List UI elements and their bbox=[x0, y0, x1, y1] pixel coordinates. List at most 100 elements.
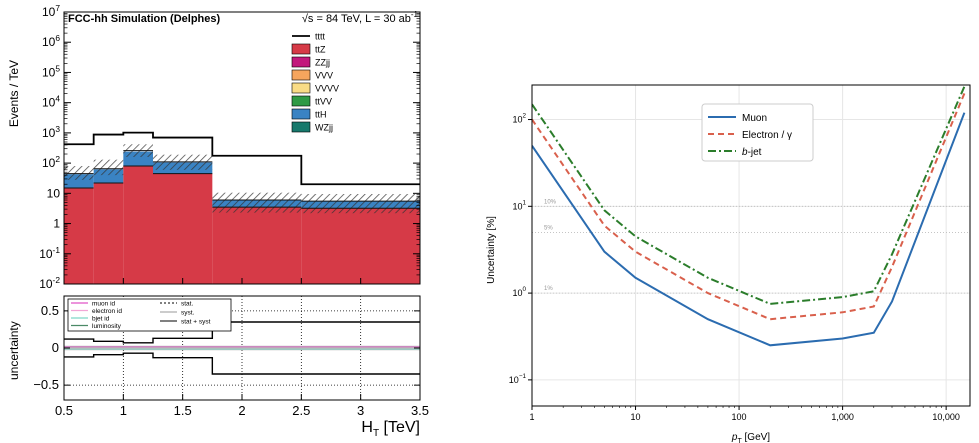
legend-label-suffix: -jet bbox=[748, 147, 762, 158]
pt-legend: Muon Electron / γ b-jet bbox=[701, 103, 814, 162]
stack-bar-ttZ bbox=[153, 173, 213, 284]
subtitle-sup: -1 bbox=[411, 10, 419, 19]
legend-label: syst. bbox=[181, 310, 195, 317]
legend-label-prefix: b bbox=[742, 147, 748, 158]
ytick-label-base: 10 bbox=[512, 115, 522, 125]
uncertainty-panel: 0.5 1 1.5 2 2.5 3 3.5 −0.5 0 0.5 uncertainty HT [Te… bbox=[7, 278, 429, 439]
ytick-label: 104 bbox=[42, 94, 60, 110]
uncertainty-legend-box bbox=[67, 298, 232, 332]
xtick-label: 10 bbox=[631, 412, 641, 422]
xlabel-base: p bbox=[731, 432, 738, 443]
stack-bar-ttZ bbox=[93, 182, 124, 284]
pt-xlabel: pT [GeV] bbox=[731, 432, 770, 443]
pt-frame bbox=[531, 84, 971, 407]
ytick-label-base: 10 bbox=[42, 65, 56, 79]
legend-label-VVV: VVV bbox=[315, 71, 333, 81]
ytick-label-base: 10 bbox=[42, 126, 56, 140]
xtick-label: 1 bbox=[529, 412, 534, 422]
xtick-label: 100 bbox=[732, 412, 747, 422]
ytick-label: 0 bbox=[52, 340, 59, 355]
ytick-label: 10-1 bbox=[39, 245, 60, 261]
ref-line-label: 1% bbox=[544, 286, 553, 292]
xtick-label: 0.5 bbox=[55, 403, 73, 418]
histogram-subtitle: √s = 84 TeV, L = 30 ab-1 bbox=[302, 10, 419, 25]
legend-label-ttZ: ttZ bbox=[315, 45, 326, 55]
stack-bar-ttZ bbox=[123, 166, 153, 284]
ytick-label-sup: 4 bbox=[55, 94, 60, 104]
xtick-label: 1.5 bbox=[174, 403, 192, 418]
legend-label: stat. bbox=[181, 301, 193, 308]
legend-swatch-WZjj bbox=[291, 121, 311, 133]
ytick-label-base: 10 bbox=[39, 277, 53, 291]
xlabel-sub: T bbox=[373, 428, 379, 439]
subtitle-text: s = 84 TeV, L = 30 ab bbox=[308, 13, 411, 25]
uncertainty-band bbox=[212, 192, 302, 213]
ytick-label: 107 bbox=[42, 3, 60, 19]
uncertainty-band bbox=[301, 194, 420, 214]
ytick-label: 0.5 bbox=[41, 303, 59, 318]
ytick-label: 101 bbox=[512, 199, 526, 211]
ytick-label-sup: 0 bbox=[522, 286, 526, 293]
sqrt-sign: √ bbox=[302, 13, 309, 25]
ref-line-label: 5% bbox=[544, 225, 553, 231]
ytick-label-sup: 2 bbox=[55, 154, 60, 164]
legend-label: Electron / γ bbox=[742, 130, 792, 141]
ref-line-label: 10% bbox=[544, 199, 557, 205]
legend-label-VVVV: VVVV bbox=[315, 84, 339, 94]
tttt-line bbox=[64, 131, 420, 186]
legend-label-tttt: tttt bbox=[315, 32, 326, 42]
legend-swatch-ttZ bbox=[291, 43, 311, 55]
legend-label-WZjj: WZjj bbox=[315, 123, 333, 133]
ytick-label-base: 10 bbox=[512, 201, 522, 211]
series-group bbox=[532, 86, 966, 347]
ytick-label: 100 bbox=[512, 286, 526, 298]
ytick-label-base: 10 bbox=[39, 247, 53, 261]
ytick-label: 102 bbox=[42, 154, 60, 170]
ytick-label-sup: 1 bbox=[522, 199, 526, 206]
uncertainty-band bbox=[64, 166, 94, 180]
histogram-title: FCC-hh Simulation (Delphes) bbox=[68, 13, 221, 25]
legend-label-ZZjj: ZZjj bbox=[315, 58, 330, 68]
stack-bar-ttZ bbox=[212, 207, 302, 284]
stack-bar-ttZ bbox=[64, 188, 94, 284]
xtick-label: 2.5 bbox=[292, 403, 310, 418]
xtick-label: 10,000 bbox=[932, 412, 960, 422]
stat-syst-down bbox=[64, 352, 420, 375]
legend-label: bjet id bbox=[92, 316, 110, 323]
legend-label-ttH: ttH bbox=[315, 110, 327, 120]
legend-label: Muon bbox=[742, 113, 767, 124]
ytick-label-sup: 6 bbox=[55, 33, 60, 43]
xtick-label: 1,000 bbox=[831, 412, 854, 422]
uncertainty-band bbox=[93, 159, 124, 176]
ytick-label: 103 bbox=[42, 124, 60, 140]
histogram-ylabel: Events / TeV bbox=[7, 60, 21, 127]
ytick-label-base: 10 bbox=[42, 5, 56, 19]
legend-swatch-ttH bbox=[291, 108, 311, 120]
series-line bbox=[532, 86, 966, 305]
uncertainty-ylabel: uncertainty bbox=[7, 321, 21, 380]
xlabel-base: H bbox=[361, 419, 373, 436]
xtick-label: 1 bbox=[120, 403, 127, 418]
legend-label: stat + syst bbox=[181, 319, 211, 326]
ytick-label: 106 bbox=[42, 33, 60, 49]
ytick-label-sup: 2 bbox=[522, 113, 526, 120]
ytick-label-sup: -2 bbox=[53, 275, 61, 285]
ytick-label: −0.5 bbox=[33, 377, 59, 392]
legend-swatch-ZZjj bbox=[291, 56, 311, 68]
ytick-label-base: 10 bbox=[42, 156, 56, 170]
xlabel-unit: [TeV] bbox=[379, 419, 420, 436]
ytick-label-base: 10 bbox=[42, 96, 56, 110]
legend-label: b-jet bbox=[742, 147, 762, 158]
ytick-label-sup: −1 bbox=[519, 373, 527, 380]
series-line bbox=[532, 112, 966, 347]
legend-label: muon id bbox=[92, 301, 116, 308]
legend-swatch-VVVV bbox=[291, 82, 311, 94]
ytick-label: 102 bbox=[512, 113, 526, 125]
ytick-label: 10-2 bbox=[39, 275, 60, 291]
legend-swatch-VVV bbox=[291, 69, 311, 81]
pt-legend-box bbox=[701, 103, 814, 162]
pt-uncertainty-panel: 10%5%1%1 10 100 1,000 10,00010−1100101102pT … bbox=[486, 84, 971, 443]
